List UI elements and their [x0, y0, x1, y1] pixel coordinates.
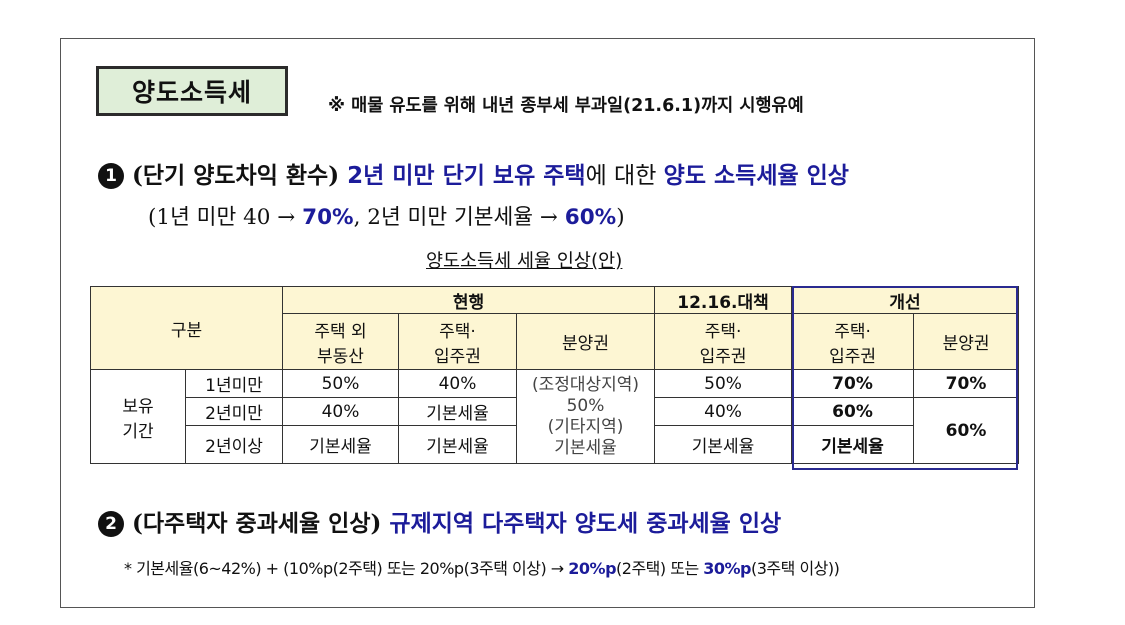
- content-frame: [60, 38, 1035, 608]
- period-cell: 1년미만: [185, 369, 283, 398]
- table-caption: 양도소득세 세율 인상(안): [426, 251, 623, 272]
- rate-cell: 50%: [654, 369, 793, 398]
- rate-cell: 기본세율: [398, 425, 517, 464]
- measure-house-header: 주택· 입주권: [654, 313, 793, 370]
- measure-header: 12.16.대책: [654, 286, 793, 314]
- table-row: 2년미만 40% 기본세율 40% 60% 60%: [91, 397, 1020, 464]
- item1-action: 양도 소득세율 인상: [663, 163, 849, 189]
- section-title: 양도소득세: [96, 66, 288, 116]
- item2-detail: * 기본세율(6~42%) + (10%p(2주택) 또는 20%p(3주택 이…: [124, 559, 840, 578]
- item1-heading: 1 (단기 양도차익 환수) 2년 미만 단기 보유 주택에 대한 양도 소득세율…: [98, 156, 849, 190]
- number-one-icon: 1: [98, 163, 124, 189]
- table-subheader-row: 주택 외 부동산 주택· 입주권 분양권 주택· 입주권 주택· 입주권 분양권: [91, 313, 1020, 370]
- number-two-icon: 2: [98, 511, 124, 537]
- item2-heading: 2 (다주택자 중과세율 인상) 규제지역 다주택자 양도세 중과세율 인상: [98, 504, 781, 538]
- period-cell: 2년미만: [185, 397, 283, 426]
- improved-rate-cell: 기본세율: [791, 425, 915, 464]
- rate-cell: 40%: [282, 397, 399, 426]
- col-group-header: 구분: [90, 286, 283, 370]
- improved-house-header: 주택· 입주권: [791, 313, 915, 370]
- item2-target: 규제지역 다주택자 양도세 중과세율 인상: [389, 511, 782, 537]
- item1-label: 단기 양도차익 환수: [142, 162, 329, 189]
- improved-rate-cell: 70%: [913, 369, 1020, 398]
- rate-cell: 40%: [654, 397, 793, 426]
- rate-cell: 40%: [398, 369, 517, 398]
- rate-cell: 기본세율: [654, 425, 793, 464]
- presale-current-cell: (조정대상지역) 50% (기타지역) 기본세율: [515, 369, 656, 464]
- table-header-row: 구분 현행 12.16.대책 개선: [90, 286, 1020, 370]
- non-house-header: 주택 외 부동산: [282, 313, 399, 370]
- rate-cell: 50%: [282, 369, 399, 398]
- table-row: 보유 기간 1년미만 50% 40% (조정대상지역) 50% (기타지역) 기본세율 …: [90, 369, 1020, 464]
- improved-header: 개선: [791, 286, 1020, 314]
- holding-period-label: 보유 기간: [90, 369, 186, 464]
- house-header: 주택· 입주권: [398, 313, 517, 370]
- improved-rate-cell: 60%: [913, 397, 1020, 464]
- improved-presale-header: 분양권: [913, 313, 1020, 370]
- tax-rate-table: 구분 현행 12.16.대책 개선 주택 외 부동산 주택· 입주권 분양권 주택·…: [90, 286, 1020, 464]
- improved-rate-cell: 70%: [791, 369, 915, 398]
- item2-label: 다주택자 중과세율 인상: [142, 510, 371, 537]
- presale-header: 분양권: [515, 313, 656, 370]
- rate-cell: 기본세율: [282, 425, 399, 464]
- grace-period-note: ※ 매물 유도를 위해 내년 종부세 부과일(21.6.1)까지 시행유예: [328, 96, 804, 116]
- period-cell: 2년이상: [185, 425, 283, 464]
- item1-detail: (1년 미만 40 → 70%, 2년 미만 기본세율 → 60%): [148, 205, 625, 230]
- improved-rate-cell: 60%: [791, 397, 915, 426]
- item1-target: 2년 미만 단기 보유 주택: [347, 163, 586, 189]
- rate-cell: 기본세율: [398, 397, 517, 426]
- current-header: 현행: [281, 286, 656, 314]
